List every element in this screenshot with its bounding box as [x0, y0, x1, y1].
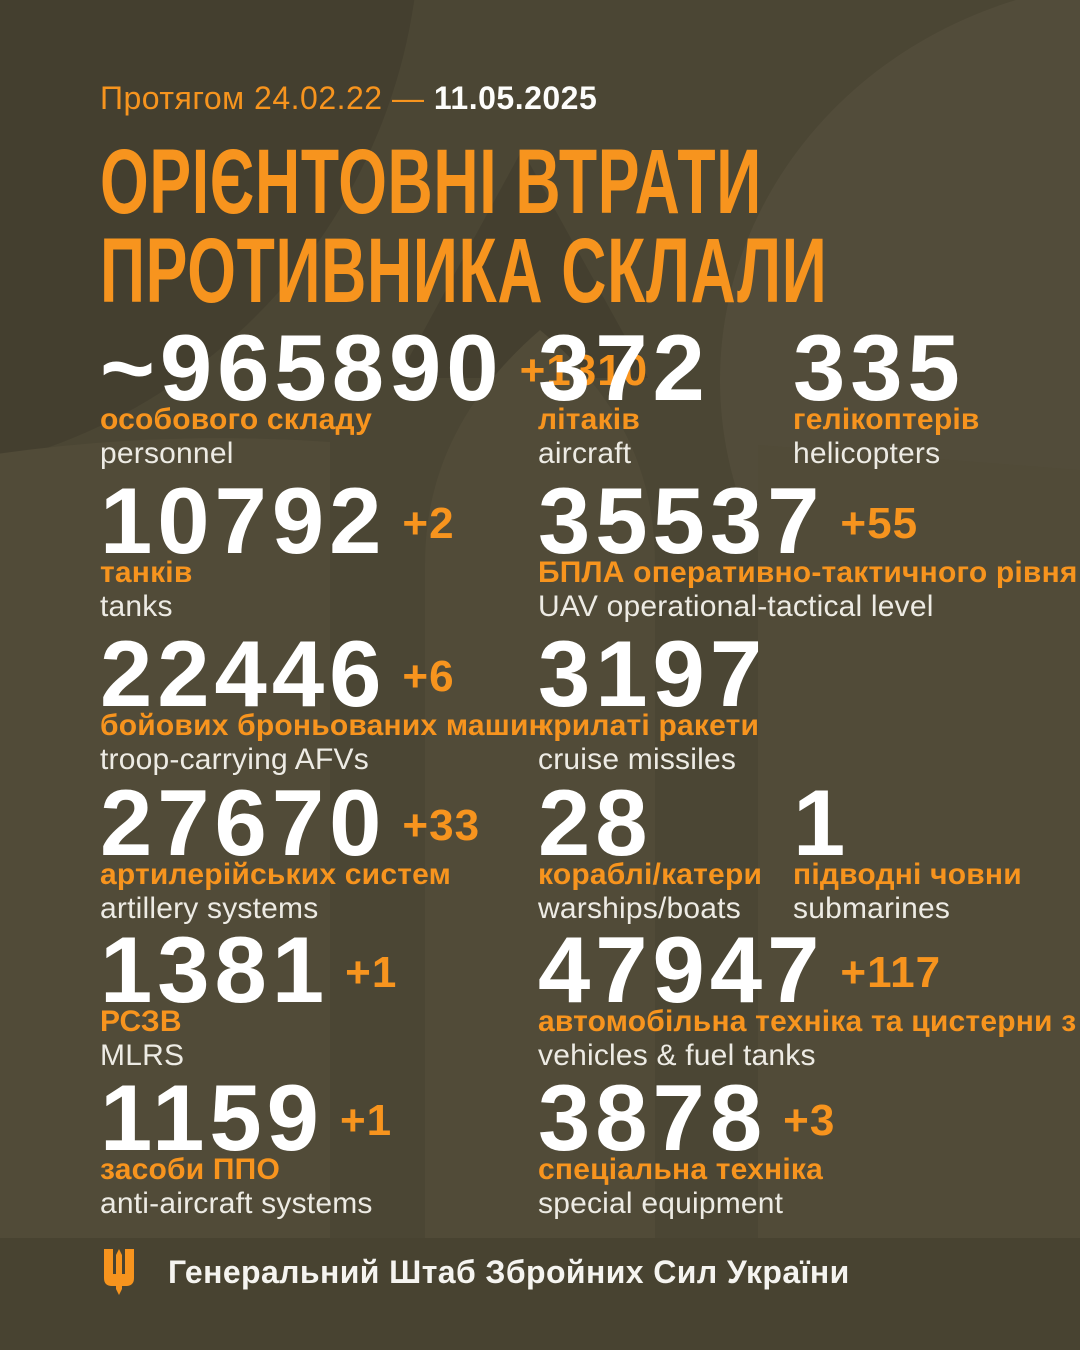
- stat-label-en: vehicles & fuel tanks: [538, 1039, 816, 1072]
- title-line-2: ПРОТИВНИКА СКЛАЛИ: [100, 220, 828, 322]
- stat-increment: +1310: [519, 346, 649, 395]
- stat-value: 1159: [100, 1065, 324, 1170]
- stat-value: 1: [793, 770, 851, 875]
- stat-label-en: aircraft: [538, 437, 632, 470]
- stat-increment: +3: [783, 1096, 836, 1145]
- stat-label-ua: літаків: [538, 403, 640, 436]
- stat-value: 35537: [538, 468, 825, 573]
- stat-value: ~965890: [100, 315, 504, 420]
- stat-tanks: 10792 +2 танків tanks: [100, 474, 455, 624]
- stat-vehicles: 47947 +117 автомобільна техніка та цистер…: [538, 923, 1080, 1073]
- stat-value: 27670: [100, 770, 387, 875]
- stat-label-ua: спеціальна техніка: [538, 1153, 824, 1186]
- stat-label-ua: танків: [100, 556, 193, 589]
- stat-label-ua: артилерійських систем: [100, 858, 451, 891]
- stat-label-en: artillery systems: [100, 892, 319, 925]
- period-prefix: Протягом 24.02.22 —: [100, 80, 425, 116]
- stat-value: 10792: [100, 468, 387, 573]
- stat-label-en: MLRS: [100, 1039, 185, 1072]
- stat-cruise-missiles: 3197 крилаті ракети cruise missiles: [538, 627, 783, 777]
- stat-increment: +33: [402, 801, 481, 850]
- footer: Генеральний Штаб Збройних Сил України: [100, 1248, 850, 1296]
- stat-label-ua: гелікоптерів: [793, 403, 980, 436]
- stat-submarines: 1 підводні човни submarines: [793, 776, 1022, 926]
- reporting-period: Протягом 24.02.22 — 11.05.2025: [100, 78, 597, 118]
- stat-label-en: tanks: [100, 590, 173, 623]
- stat-label-ua: особового складу: [100, 403, 373, 436]
- stat-label-en: submarines: [793, 892, 951, 925]
- stat-increment: +117: [840, 948, 942, 997]
- stat-value: 372: [538, 315, 710, 420]
- stat-label-ua: автомобільна техніка та цистерни з ПММ: [538, 1005, 1080, 1038]
- stat-label-en: anti-aircraft systems: [100, 1187, 373, 1220]
- stat-label-en: warships/boats: [538, 892, 741, 925]
- stat-increment: +1: [339, 1096, 393, 1145]
- stat-label-en: UAV operational-tactical level: [538, 590, 934, 623]
- stat-label-en: troop-carrying AFVs: [100, 743, 369, 776]
- stat-label-en: special equipment: [538, 1187, 784, 1220]
- stat-label-ua: крилаті ракети: [538, 709, 760, 742]
- stat-label-ua: засоби ППО: [100, 1153, 280, 1186]
- stat-value: 22446: [100, 621, 387, 726]
- stat-value: 28: [538, 770, 653, 875]
- report-date: 11.05.2025: [433, 80, 598, 116]
- stat-warships: 28 кораблі/катери warships/boats: [538, 776, 763, 926]
- stat-label-ua: підводні човни: [793, 858, 1022, 891]
- stat-mlrs: 1381 +1 РСЗВ MLRS: [100, 923, 398, 1073]
- page-title: ОРІЄНТОВНІ ВТРАТИ ПРОТИВНИКА СКЛАЛИ: [100, 131, 828, 322]
- stat-label-ua: бойових броньованих машин: [100, 709, 547, 742]
- stat-label-en: personnel: [100, 437, 234, 470]
- stat-helicopters: 335 гелікоптерів helicopters: [793, 321, 981, 471]
- stat-label-en: helicopters: [793, 437, 941, 470]
- trident-icon: [104, 1249, 134, 1295]
- organization-name: Генеральний Штаб Збройних Сил України: [168, 1253, 850, 1290]
- stat-label-ua: БПЛА оперативно-тактичного рівня: [538, 556, 1078, 589]
- stat-artillery: 27670 +33 артилерійських систем artillery…: [100, 776, 481, 926]
- stat-label-ua: кораблі/катери: [538, 858, 763, 891]
- stat-label-ua: РСЗВ: [100, 1005, 182, 1038]
- stat-afv: 22446 +6 бойових броньованих машин troop-…: [100, 627, 547, 777]
- stat-increment: +6: [402, 652, 455, 701]
- stat-value: 3878: [538, 1065, 768, 1170]
- stat-value: 47947: [538, 917, 825, 1022]
- stat-special-equipment: 3878 +3 спеціальна техніка special equipm…: [538, 1071, 836, 1221]
- stat-label-en: cruise missiles: [538, 743, 737, 776]
- stat-personnel: ~965890 +1310 особового складу personnel: [100, 321, 649, 471]
- stat-value: 1381: [100, 917, 330, 1022]
- stat-uav: 35537 +55 БПЛА оперативно-тактичного рівн…: [538, 474, 1078, 624]
- stat-increment: +55: [840, 499, 919, 548]
- stat-increment: +2: [402, 499, 455, 548]
- stat-anti-aircraft: 1159 +1 засоби ППО anti-aircraft systems: [100, 1071, 393, 1221]
- stat-value: 335: [793, 315, 965, 420]
- stat-value: 3197: [538, 621, 768, 726]
- stat-increment: +1: [345, 948, 398, 997]
- stat-aircraft: 372 літаків aircraft: [538, 321, 726, 471]
- title-line-1: ОРІЄНТОВНІ ВТРАТИ: [100, 131, 762, 233]
